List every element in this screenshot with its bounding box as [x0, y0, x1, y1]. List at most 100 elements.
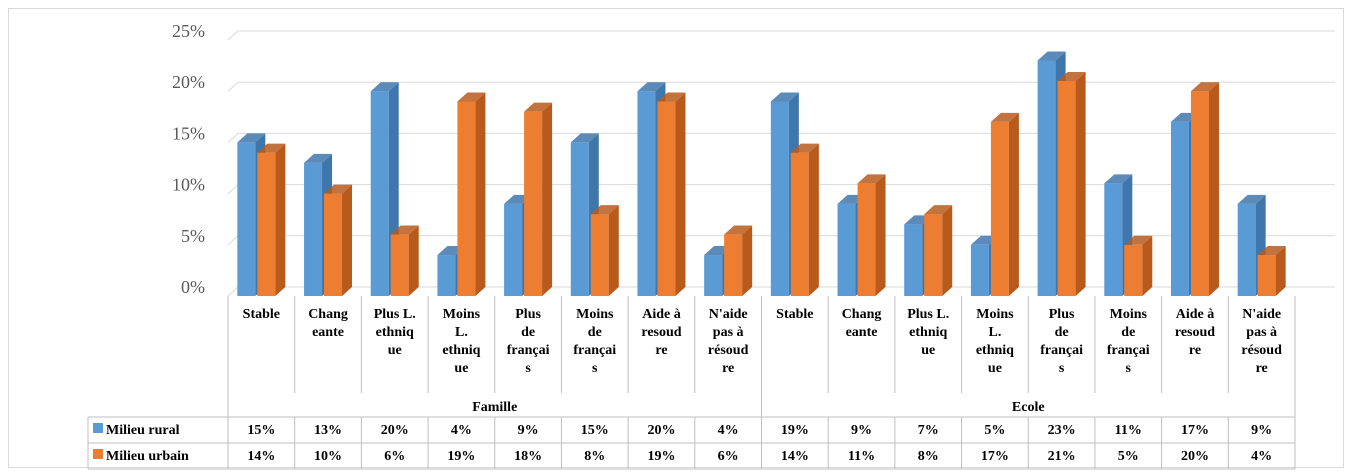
- bar-side: [275, 143, 286, 296]
- category-label: Moins: [443, 307, 481, 322]
- y-tick-label: 25%: [172, 21, 205, 41]
- bar-top: [304, 153, 333, 163]
- bar-top: [724, 225, 753, 235]
- data-label: 15%: [581, 423, 609, 438]
- category-label: N'aide: [1242, 307, 1281, 322]
- bar-front: [590, 214, 609, 296]
- data-label: 19%: [781, 423, 809, 438]
- bar: [1190, 82, 1219, 296]
- category-label: Moins: [1110, 307, 1148, 322]
- bar-top: [324, 184, 353, 194]
- data-label: 19%: [647, 449, 675, 464]
- category-label: eante: [312, 325, 344, 340]
- bar: [257, 143, 286, 296]
- category-label: Plus L.: [907, 307, 949, 322]
- data-label: 13%: [314, 423, 342, 438]
- bar-front: [457, 101, 476, 296]
- bar-side: [1208, 82, 1219, 296]
- bar-top: [1124, 235, 1153, 245]
- bar-front: [904, 224, 923, 296]
- bar-front: [1104, 183, 1123, 296]
- bar-side: [542, 102, 553, 297]
- data-label: 6%: [384, 449, 405, 464]
- category-label: Moins: [976, 307, 1014, 322]
- category-label: de: [1055, 325, 1069, 340]
- category-label: de: [521, 325, 535, 340]
- category-label: résoud: [708, 343, 749, 358]
- data-label: 17%: [981, 449, 1009, 464]
- category-label: N'aide: [709, 307, 748, 322]
- category-label: ethniq: [976, 343, 1014, 358]
- category-label: Aide à: [642, 307, 681, 322]
- gridline-diagonal: [227, 286, 239, 297]
- bar-front: [257, 152, 276, 296]
- bar-top: [790, 143, 819, 153]
- bar-side: [1075, 71, 1086, 297]
- data-label: 8%: [918, 449, 939, 464]
- category-label: résoud: [1241, 343, 1282, 358]
- bar-front: [1057, 80, 1076, 297]
- bar-front: [837, 203, 856, 296]
- bar-top: [1057, 71, 1086, 81]
- bar-side: [875, 174, 886, 296]
- data-label: 14%: [781, 449, 809, 464]
- category-label: ue: [454, 361, 468, 376]
- category-label: pas à: [713, 325, 744, 340]
- gridline-diagonal: [227, 30, 239, 41]
- category-label: L.: [455, 325, 468, 340]
- bar-top: [1237, 194, 1266, 204]
- group-label: Famille: [472, 400, 517, 415]
- bar-front: [924, 214, 943, 296]
- bar-front: [1257, 255, 1276, 296]
- bar-top: [390, 225, 419, 235]
- legend-swatch: [93, 423, 103, 433]
- category-label: ethniq: [909, 325, 947, 340]
- data-label: 9%: [1251, 423, 1272, 438]
- bar-front: [437, 255, 456, 296]
- data-label: 20%: [381, 423, 409, 438]
- legend-swatch: [93, 449, 103, 459]
- data-label: 20%: [647, 423, 675, 438]
- data-label: 9%: [518, 423, 539, 438]
- bar-top: [657, 92, 686, 102]
- data-label: 4%: [1251, 449, 1272, 464]
- bar-front: [1037, 60, 1056, 297]
- gridline-diagonal: [227, 133, 239, 143]
- category-label: L.: [988, 325, 1001, 340]
- bar-top: [1190, 82, 1219, 92]
- bar-side: [675, 92, 686, 296]
- bar-side: [808, 143, 819, 296]
- bar-front: [704, 255, 723, 296]
- category-label: ethniq: [442, 343, 480, 358]
- category-label: re: [1189, 343, 1201, 358]
- bar: [990, 112, 1019, 296]
- bar: [390, 225, 419, 296]
- bar-front: [770, 101, 789, 296]
- bar-side: [1008, 112, 1019, 296]
- bar-top: [1104, 174, 1133, 184]
- category-label: ue: [921, 343, 935, 358]
- y-tick-label: 15%: [172, 123, 205, 143]
- gridline-diagonal: [227, 81, 239, 92]
- y-tick-label: 10%: [172, 175, 205, 195]
- data-label: 5%: [984, 423, 1005, 438]
- bar: [524, 102, 553, 297]
- legend-label: Milieu rural: [106, 423, 180, 438]
- bar: [457, 92, 486, 296]
- bar-front: [1190, 91, 1209, 296]
- bar: [657, 92, 686, 296]
- category-label: pas à: [1246, 325, 1277, 340]
- bar-front: [570, 142, 589, 296]
- bar-top: [524, 102, 553, 112]
- bar-front: [1237, 203, 1256, 296]
- bar-front: [237, 142, 256, 296]
- bar: [324, 184, 353, 296]
- y-axis: 0% 5% 10% 15% 20% 25%: [172, 21, 205, 297]
- category-label: Aide à: [1176, 307, 1215, 322]
- data-table: Stable Chang eante Plus L. ethniq ue Moins L. et…: [87, 296, 1296, 470]
- bar-front: [637, 91, 656, 296]
- chart-frame: [8, 8, 1344, 468]
- bar-front: [657, 101, 676, 296]
- category-label: Plus: [1049, 307, 1075, 322]
